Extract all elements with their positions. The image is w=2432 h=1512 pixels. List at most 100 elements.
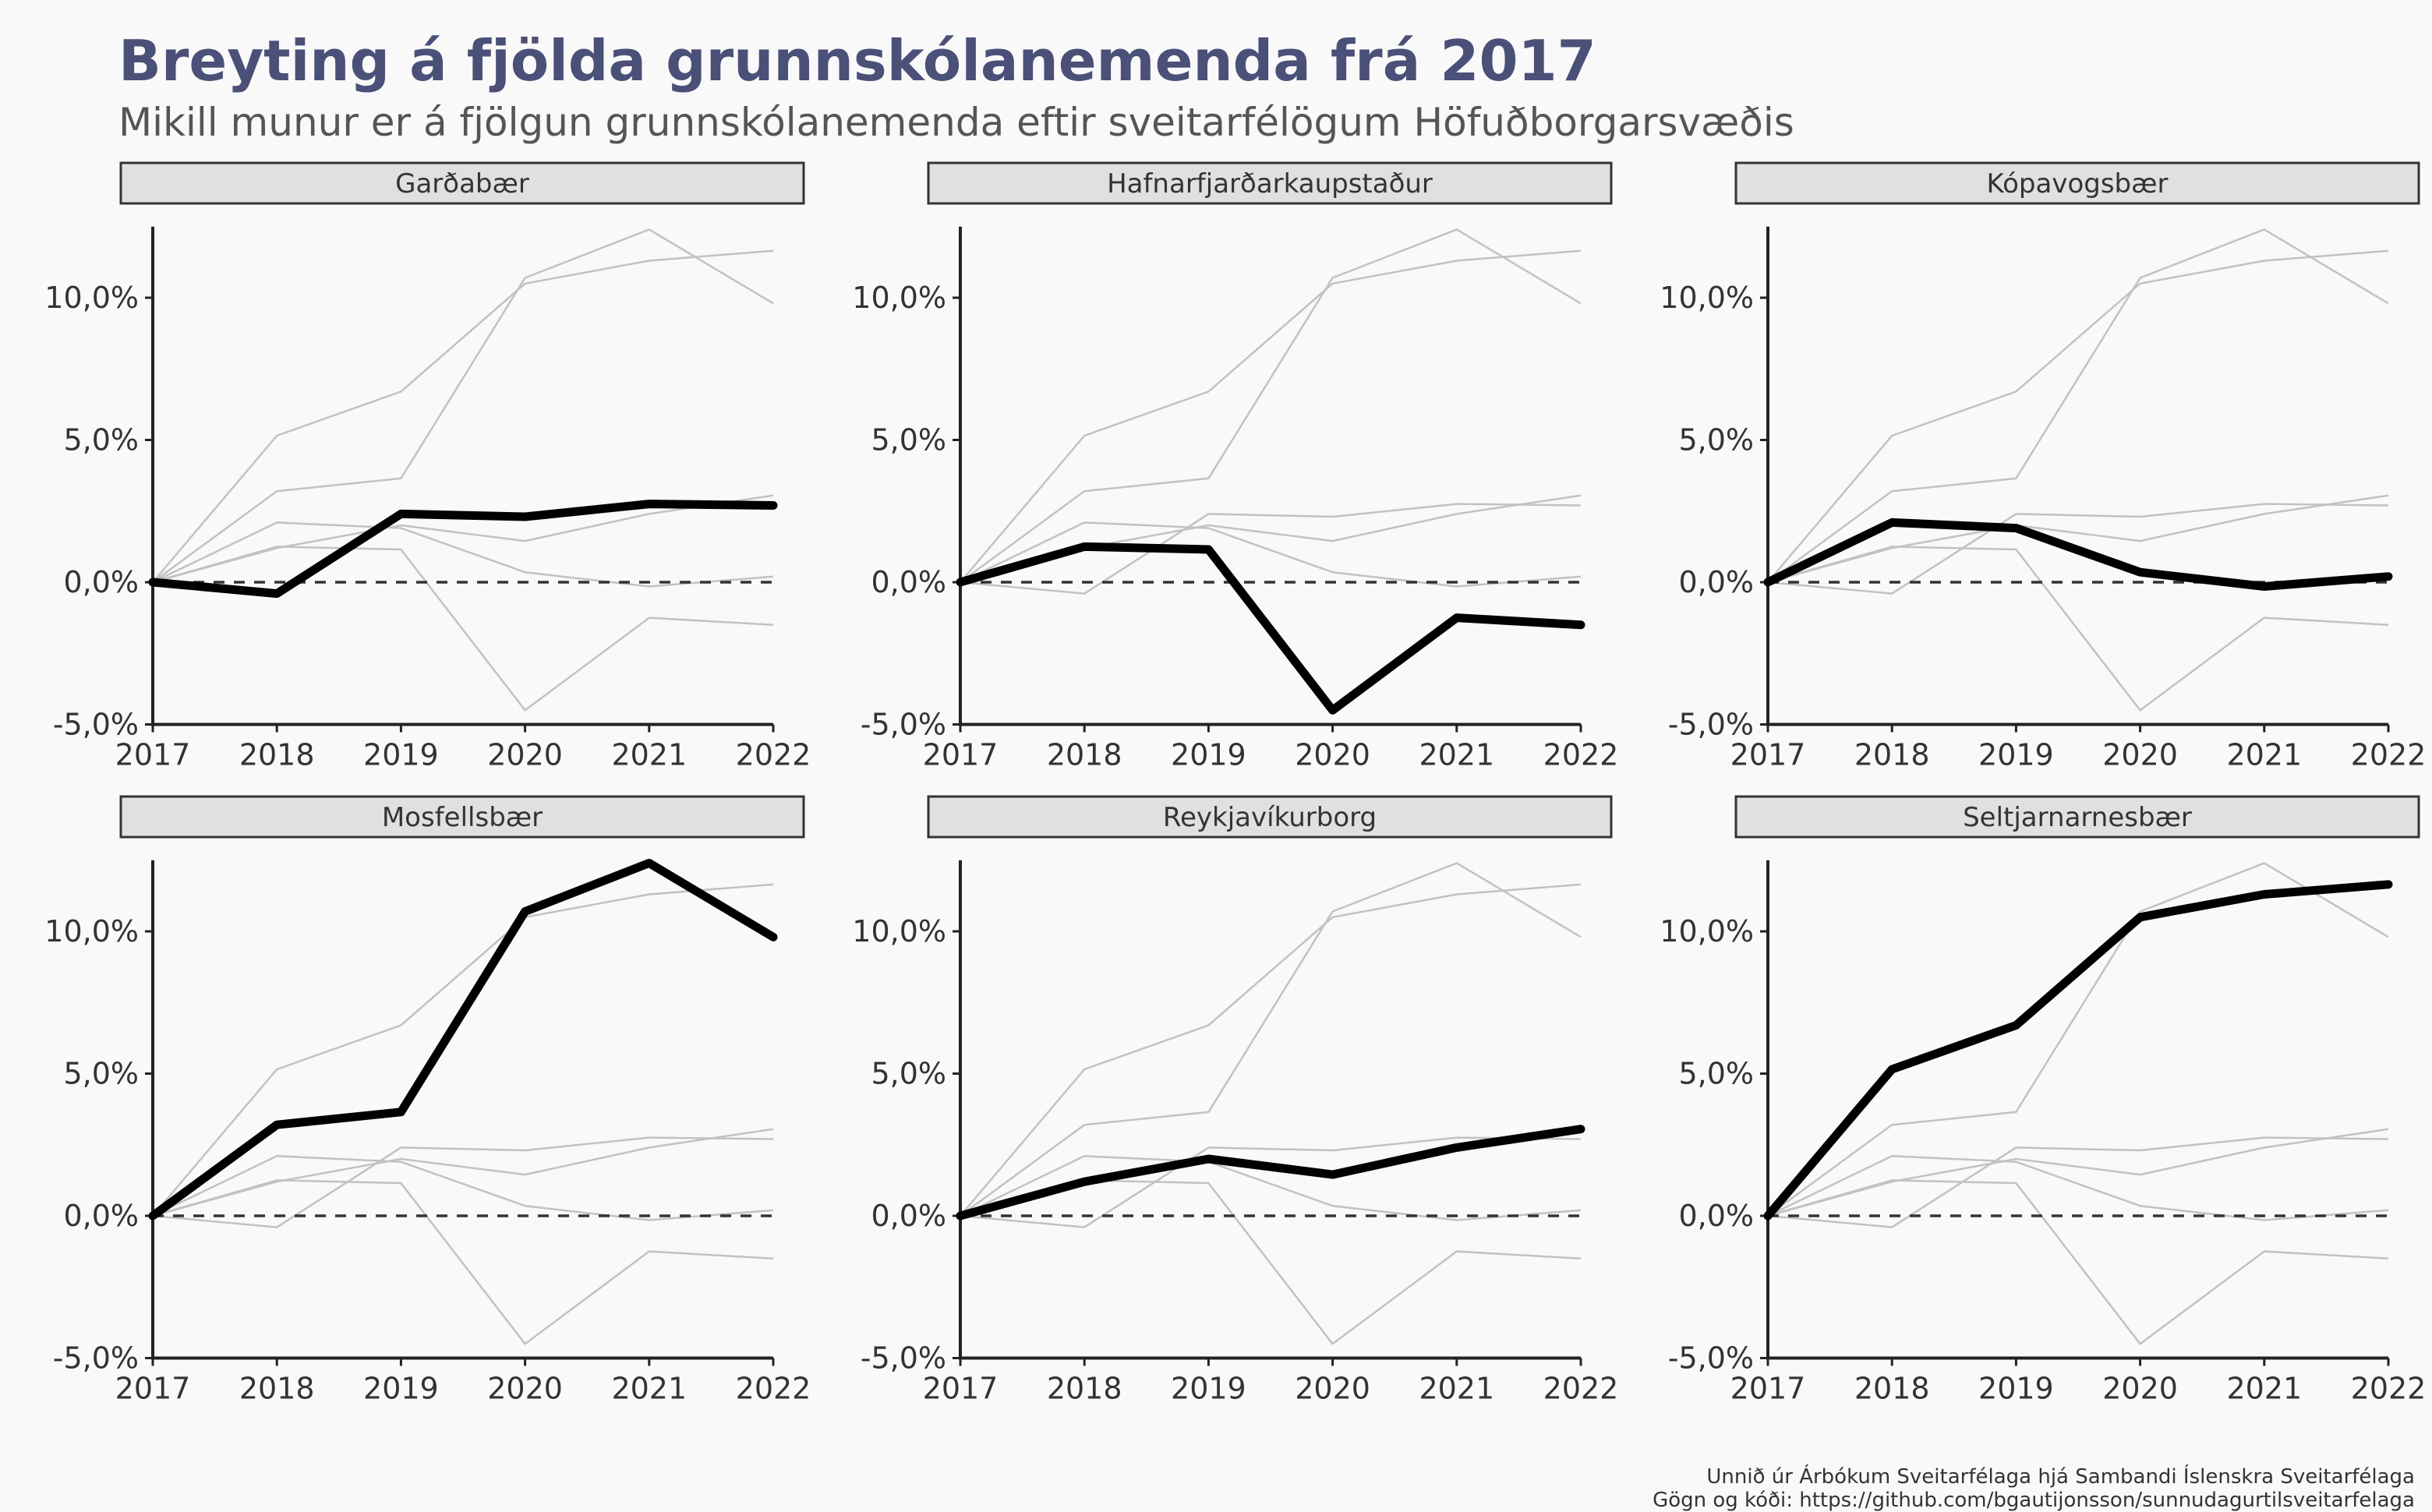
chart-title: Breyting á fjölda grunnskólanemenda frá … bbox=[118, 28, 1596, 94]
panel-4-x-tick-label: 2021 bbox=[611, 1372, 687, 1406]
panel-2-background-line bbox=[960, 521, 1582, 588]
panel-1-background-line bbox=[152, 546, 774, 712]
panel-1-x-tick-label: 2020 bbox=[487, 738, 563, 772]
panel-4-x-tick-label: 2018 bbox=[239, 1372, 315, 1406]
panel-5-x-tick-label: 2018 bbox=[1047, 1372, 1122, 1406]
panel-5-y-tick-label: 0,0% bbox=[871, 1199, 946, 1233]
panel-5-background-line bbox=[960, 1136, 1582, 1228]
panel-1-y-tick-label: 10,0% bbox=[44, 281, 139, 315]
panel-2-strip-label: Hafnarfjarðarkaupstaður bbox=[1107, 168, 1433, 200]
panel-6-background-line bbox=[1767, 1128, 2389, 1217]
panel-4-y-tick-label: 5,0% bbox=[63, 1057, 139, 1091]
panel-3-x-tick-label: 2018 bbox=[1854, 738, 1930, 772]
panel-1-background-line bbox=[152, 228, 774, 584]
panel-1-x-tick-label: 2022 bbox=[736, 738, 811, 772]
panel-6-background-line bbox=[1767, 1179, 2389, 1345]
panel-3-background-line bbox=[1767, 503, 2389, 595]
panel-3-background-line bbox=[1767, 228, 2389, 584]
panel-5-background-line bbox=[960, 883, 1582, 1217]
panel-5-x-tick-label: 2021 bbox=[1419, 1372, 1494, 1406]
panel-1-background-line bbox=[152, 521, 774, 588]
panel-4-highlight-line bbox=[148, 858, 778, 1221]
panel-2-y-tick-label: 0,0% bbox=[871, 565, 946, 599]
panel-2-x-tick-label: 2017 bbox=[923, 738, 999, 772]
panel-3-background-line bbox=[1767, 546, 2389, 712]
panel-4-background-line bbox=[152, 1155, 774, 1221]
panel-5-y-tick-label: 10,0% bbox=[852, 914, 946, 949]
panel-4-x-tick-label: 2019 bbox=[363, 1372, 439, 1406]
panel-1-x-tick-label: 2017 bbox=[115, 738, 191, 772]
panel-5-strip-label: Reykjavíkurborg bbox=[1163, 802, 1377, 833]
panel-6-y-tick-label: 5,0% bbox=[1678, 1057, 1754, 1091]
panel-6-y-tick-label: 0,0% bbox=[1678, 1199, 1754, 1233]
panel-1-y-tick-label: -5,0% bbox=[53, 708, 139, 742]
panel-6-x-tick-label: 2019 bbox=[1978, 1372, 2054, 1406]
panel-3-highlight-line bbox=[1763, 518, 2393, 591]
panel-3-y-tick-label: 5,0% bbox=[1678, 423, 1754, 457]
panel-6-strip-label: Seltjarnarnesbær bbox=[1963, 802, 2192, 833]
caption-code: Gögn og kóði: https://github.com/bgautij… bbox=[1653, 1489, 2415, 1512]
panel-1-y-tick-label: 5,0% bbox=[63, 423, 139, 457]
panel-5-x-tick-label: 2022 bbox=[1543, 1372, 1619, 1406]
panel-2-highlight-line bbox=[956, 542, 1585, 715]
panel-6-y-tick-label: 10,0% bbox=[1660, 914, 1754, 949]
panel-5-x-tick-label: 2017 bbox=[923, 1372, 999, 1406]
panel-5-x-tick-label: 2019 bbox=[1171, 1372, 1246, 1406]
panel-6-background-line bbox=[1767, 1136, 2389, 1228]
panel-3-x-tick-label: 2021 bbox=[2226, 738, 2302, 772]
panel-1-x-tick-label: 2018 bbox=[239, 738, 315, 772]
panel-5-background-line bbox=[960, 1179, 1582, 1345]
panel-4-background-line bbox=[152, 1179, 774, 1345]
panel-2-y-tick-label: 10,0% bbox=[852, 281, 946, 315]
panel-2-background-line bbox=[960, 228, 1582, 584]
panel-3-background-line bbox=[1767, 249, 2389, 583]
panel-6-background-line bbox=[1767, 1155, 2389, 1221]
panel-6-x-tick-label: 2020 bbox=[2102, 1372, 2178, 1406]
panel-6-background-line bbox=[1767, 862, 2389, 1217]
panel-6-y-tick-label: -5,0% bbox=[1668, 1341, 1754, 1376]
panel-6-x-tick-label: 2018 bbox=[1854, 1372, 1930, 1406]
panel-5-strip bbox=[927, 795, 1613, 839]
panel-2-x-tick-label: 2022 bbox=[1543, 738, 1619, 772]
panel-4-background-line bbox=[152, 1136, 774, 1228]
panel-2-y-tick-label: 5,0% bbox=[871, 423, 946, 457]
panel-5-background-line bbox=[960, 1155, 1582, 1221]
panel-4-strip-label: Mosfellsbær bbox=[382, 802, 543, 833]
panel-4-background-line bbox=[152, 1128, 774, 1217]
panel-6-x-tick-label: 2017 bbox=[1730, 1372, 1806, 1406]
panel-2-background-line bbox=[960, 494, 1582, 584]
caption-source: Unnið úr Árbókum Sveitarfélaga hjá Samba… bbox=[1706, 1465, 2415, 1489]
panel-2-x-tick-label: 2020 bbox=[1295, 738, 1370, 772]
panel-4-x-tick-label: 2022 bbox=[736, 1372, 811, 1406]
panel-4-x-tick-label: 2017 bbox=[115, 1372, 191, 1406]
panel-3-x-tick-label: 2017 bbox=[1730, 738, 1806, 772]
panel-2: Hafnarfjarðarkaupstaður -5,0% 0,0% 5,0% 10,0… bbox=[852, 161, 1619, 772]
chart-subtitle: Mikill munur er á fjölgun grunnskólaneme… bbox=[118, 100, 1794, 145]
panel-4-background-line bbox=[152, 883, 774, 1217]
panel-1-y-tick-label: 0,0% bbox=[63, 565, 139, 599]
panel-2-y-tick-label: -5,0% bbox=[861, 708, 946, 742]
panel-2-x-tick-label: 2019 bbox=[1171, 738, 1246, 772]
panel-2-background-line bbox=[960, 249, 1582, 583]
panel-6-strip bbox=[1734, 795, 2420, 839]
panel-3-background-line bbox=[1767, 494, 2389, 584]
panel-6-x-tick-label: 2021 bbox=[2226, 1372, 2302, 1406]
panel-5-x-tick-label: 2020 bbox=[1295, 1372, 1370, 1406]
panel-6-highlight-line bbox=[1763, 880, 2393, 1221]
panel-2-background-line bbox=[960, 503, 1582, 595]
panel-3: Kópavogsbær -5,0% 0,0% 5,0% 10,0% 2017 2018 201… bbox=[1660, 161, 2427, 772]
panel-1: Garðabær -5,0% 0,0% 5,0% 10,0% 2017 2018 2019 20… bbox=[44, 161, 811, 772]
panel-3-y-tick-label: 10,0% bbox=[1660, 281, 1754, 315]
panel-3-strip bbox=[1734, 161, 2420, 205]
panel-2-x-tick-label: 2018 bbox=[1047, 738, 1122, 772]
panel-3-y-tick-label: -5,0% bbox=[1668, 708, 1754, 742]
panel-1-background-line bbox=[152, 249, 774, 583]
panel-1-x-tick-label: 2021 bbox=[611, 738, 687, 772]
panel-2-strip bbox=[927, 161, 1613, 205]
panel-3-x-tick-label: 2022 bbox=[2351, 738, 2427, 772]
panel-1-strip-label: Garðabær bbox=[395, 168, 529, 200]
panel-4-y-tick-label: 0,0% bbox=[63, 1199, 139, 1233]
panel-3-x-tick-label: 2020 bbox=[2102, 738, 2178, 772]
panel-5-background-line bbox=[960, 862, 1582, 1217]
